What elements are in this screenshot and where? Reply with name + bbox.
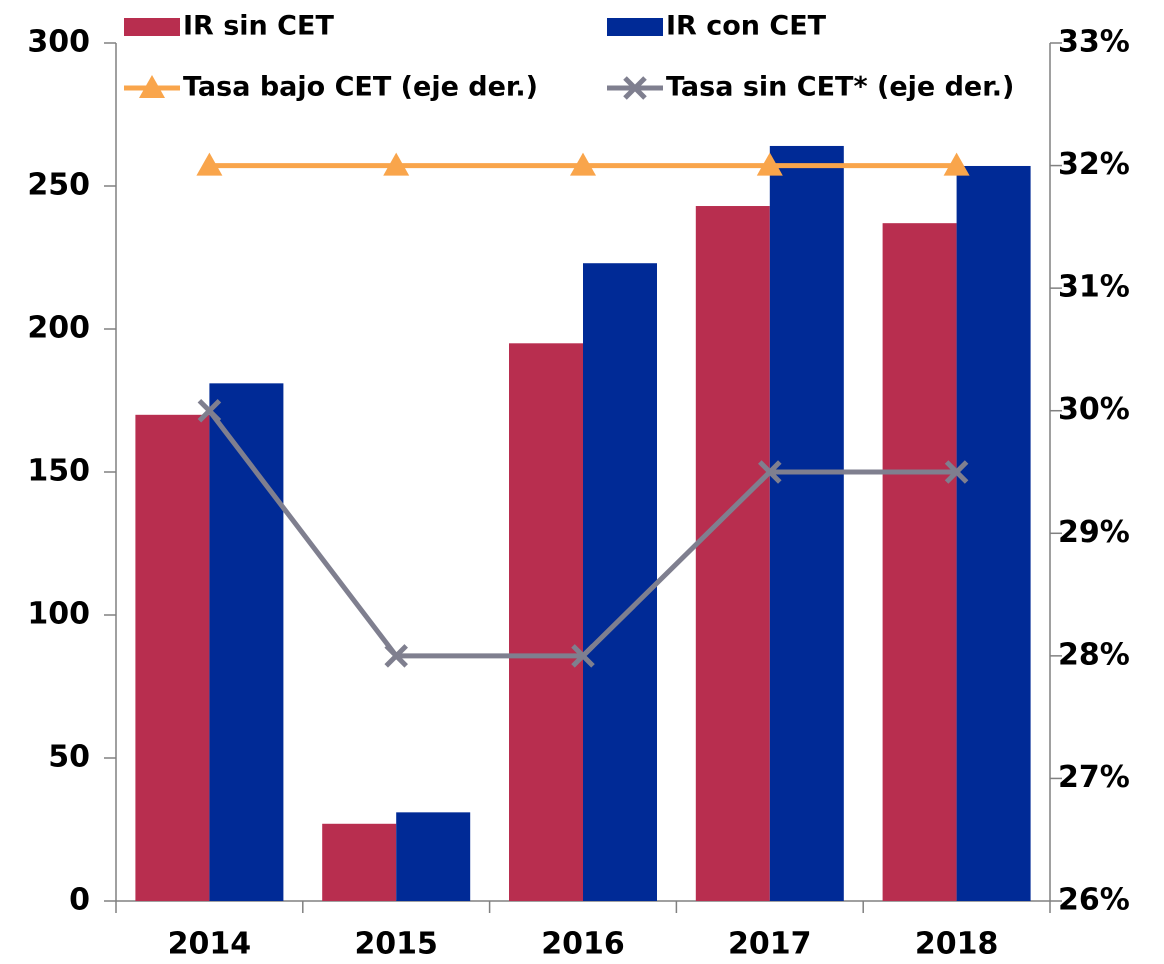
bar	[583, 263, 657, 902]
bar	[396, 812, 471, 901]
y-tick-label: 200	[27, 311, 90, 346]
legend-marker	[139, 75, 165, 98]
legend-label: Tasa sin CET* (eje der.)	[666, 72, 1014, 103]
bar	[769, 145, 844, 901]
bar	[209, 383, 284, 902]
line-marker	[943, 152, 970, 176]
bar	[322, 823, 397, 901]
y-tick-label: 100	[27, 597, 90, 632]
legend-marker	[623, 76, 647, 100]
bar	[509, 343, 583, 901]
line-marker	[570, 152, 596, 176]
legend-label: Tasa bajo CET (eje der.)	[183, 72, 538, 103]
legend-swatch	[607, 18, 663, 36]
bar	[135, 414, 210, 901]
x-tick-label: 2016	[541, 927, 625, 962]
y-tick-label: 0	[69, 883, 90, 918]
y2-tick-label: 31%	[1058, 270, 1130, 305]
line-marker	[384, 644, 408, 668]
y2-tick-label: 26%	[1058, 883, 1130, 918]
line-marker	[756, 152, 783, 176]
line-marker	[383, 152, 410, 176]
y2-tick-label: 27%	[1058, 760, 1130, 795]
bar	[695, 206, 770, 901]
x-tick-label: 2014	[168, 927, 252, 962]
y-tick-label: 300	[27, 25, 90, 60]
y2-tick-label: 30%	[1058, 392, 1130, 427]
bar	[956, 165, 1031, 902]
line-marker	[571, 644, 595, 668]
y2-tick-label: 32%	[1058, 147, 1130, 182]
line-marker	[196, 152, 223, 176]
y2-tick-label: 33%	[1058, 25, 1130, 60]
y-tick-label: 250	[27, 168, 90, 203]
legend-label: IR con CET	[666, 11, 827, 42]
line-marker	[944, 460, 969, 484]
x-tick-label: 2015	[354, 927, 438, 962]
x-tick-label: 2017	[728, 927, 812, 962]
y2-tick-label: 29%	[1058, 515, 1130, 550]
y2-tick-label: 28%	[1058, 637, 1130, 672]
y-tick-label: 50	[48, 740, 90, 775]
bar	[882, 223, 957, 901]
legend-swatch	[124, 18, 180, 36]
y-tick-label: 150	[27, 454, 90, 489]
line-marker	[197, 398, 222, 423]
line-marker	[758, 460, 782, 484]
x-tick-label: 2018	[915, 927, 999, 962]
legend-label: IR sin CET	[183, 11, 334, 42]
